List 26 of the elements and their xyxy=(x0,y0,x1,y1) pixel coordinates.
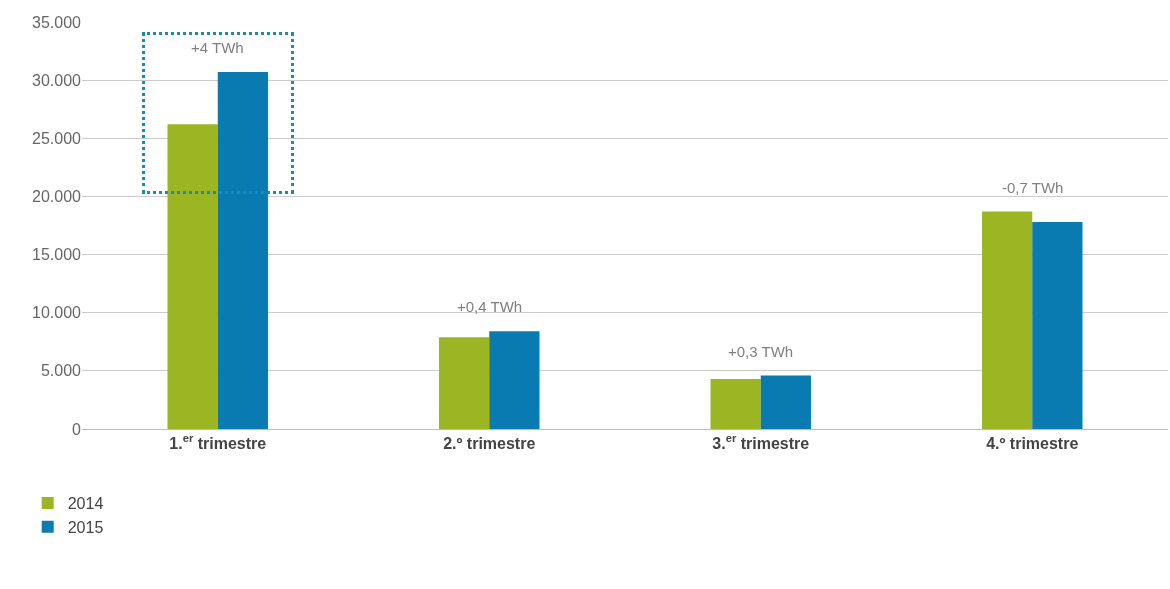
legend-label: 2015 xyxy=(67,518,104,536)
bar xyxy=(760,375,811,429)
bar xyxy=(710,379,761,429)
annotation: -0,7 TWh xyxy=(1002,179,1064,196)
y-tick-label: 30.000 xyxy=(32,71,82,89)
y-tick-label: 20.000 xyxy=(32,188,82,206)
y-tick-label: 25.000 xyxy=(32,129,82,147)
y-tick-label: 35.000 xyxy=(32,13,82,31)
x-tick-label: 1.$^{er}$ trimestre xyxy=(169,432,267,453)
y-tick-label: 15.000 xyxy=(32,246,82,264)
bar xyxy=(439,337,490,429)
x-tick-label: 2.º trimestre xyxy=(443,435,536,453)
bar xyxy=(489,331,540,429)
x-tick-label: 4.º trimestre xyxy=(986,435,1079,453)
x-tick-label: 3.$^{er}$ trimestre xyxy=(712,432,810,453)
y-tick-label: 0 xyxy=(72,420,82,438)
legend-label: 2014 xyxy=(67,495,104,513)
bar xyxy=(217,72,268,429)
bar xyxy=(982,211,1033,429)
y-tick-label: 5.000 xyxy=(40,362,82,380)
y-tick-label: 10.000 xyxy=(32,304,82,322)
annotation: +0,3 TWh xyxy=(728,343,794,360)
bar xyxy=(167,124,218,429)
annotation: +4 TWh xyxy=(191,39,244,56)
bar xyxy=(1032,222,1083,429)
annotation: +0,4 TWh xyxy=(457,298,523,315)
